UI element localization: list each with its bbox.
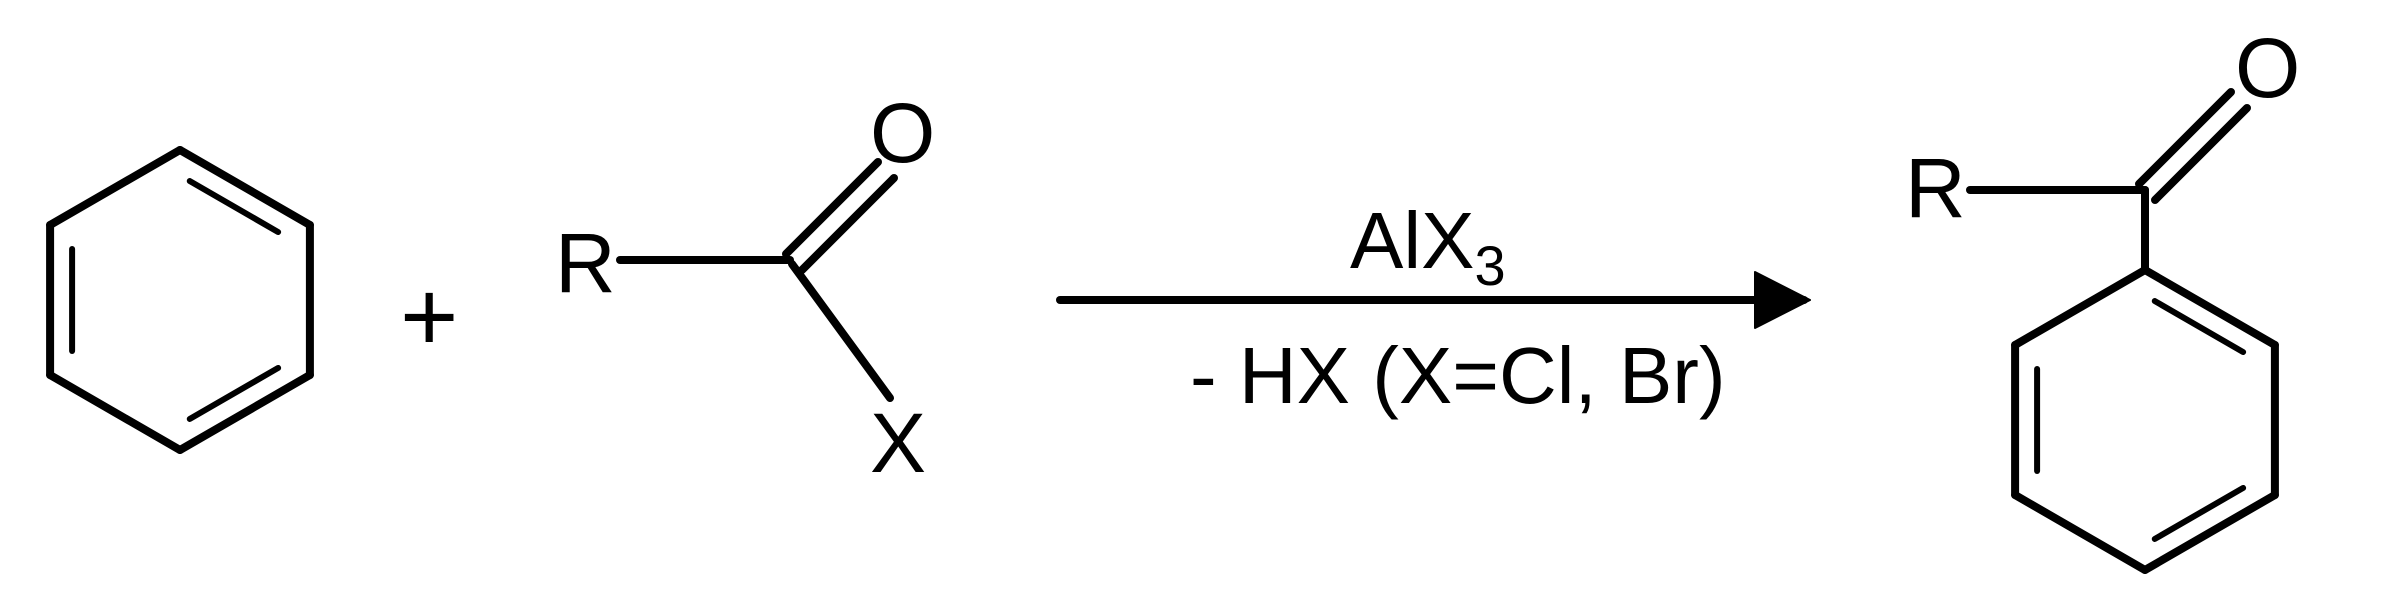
catalyst-bottom: - HX (X=Cl, Br): [1190, 330, 1726, 422]
reaction-svg: [0, 0, 2395, 600]
reagent-r-label: R: [555, 215, 616, 312]
plus-sign: +: [400, 260, 458, 375]
catalyst-top-text: AlX: [1350, 196, 1475, 285]
reaction-diagram: + R O X AlX3 - HX (X=Cl, Br) R O: [0, 0, 2395, 600]
product-o-label: O: [2235, 20, 2300, 117]
reagent-x-label: X: [870, 395, 926, 492]
reagent-o-label: O: [870, 85, 935, 182]
product-r-label: R: [1905, 140, 1966, 237]
catalyst-top: AlX3: [1350, 195, 1506, 298]
catalyst-top-sub: 3: [1475, 234, 1506, 297]
